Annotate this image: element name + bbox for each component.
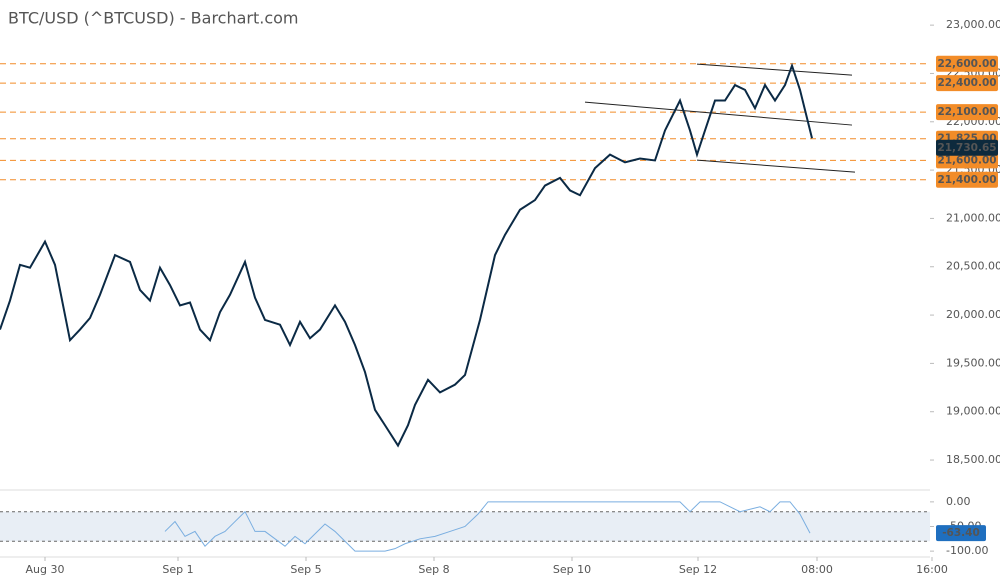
level-label: 21,600.00 <box>937 154 996 166</box>
y-tick-label: 19,500.00 <box>946 356 1000 369</box>
level-label: 22,100.00 <box>937 106 996 118</box>
y-tick-label: -100.00 <box>946 544 988 557</box>
level-label: 22,400.00 <box>937 77 996 89</box>
trend-line <box>696 159 856 173</box>
x-tick-label: Sep 1 <box>162 563 193 576</box>
level-label: 21,400.00 <box>937 174 996 186</box>
y-tick-label: 20,000.00 <box>946 308 1000 321</box>
level-box <box>936 55 998 72</box>
y-tick-label: 0.00 <box>946 495 971 508</box>
last-price-label: 21,730.65 <box>937 142 996 154</box>
y-tick-label: 21,000.00 <box>946 211 1000 224</box>
last-value-box <box>936 525 986 542</box>
last-price-box <box>936 139 998 156</box>
level-box <box>936 171 998 188</box>
level-box <box>936 152 998 169</box>
trend-line <box>696 63 853 76</box>
x-tick-label: Sep 10 <box>553 563 591 576</box>
x-tick-label: Sep 8 <box>418 563 449 576</box>
level-label: 22,600.00 <box>937 58 996 70</box>
chart-title: BTC/USD (^BTCUSD) - Barchart.com <box>8 9 299 28</box>
last-value-label: -63.40 <box>942 527 980 539</box>
y-tick-label: 23,000.00 <box>946 18 1000 31</box>
x-tick-label: Sep 5 <box>290 563 321 576</box>
y-tick-label: 20,500.00 <box>946 260 1000 273</box>
x-tick-label: Sep 12 <box>679 563 717 576</box>
x-tick-label: 08:00 <box>801 563 833 576</box>
y-tick-label: 19,000.00 <box>946 405 1000 418</box>
x-tick-label: Aug 30 <box>26 563 65 576</box>
x-tick-label: 16:00 <box>916 563 948 576</box>
level-box <box>936 75 998 92</box>
price-line <box>164 501 811 552</box>
y-tick-label: 18,500.00 <box>946 453 1000 466</box>
price-line <box>0 62 813 448</box>
level-box <box>936 104 998 121</box>
